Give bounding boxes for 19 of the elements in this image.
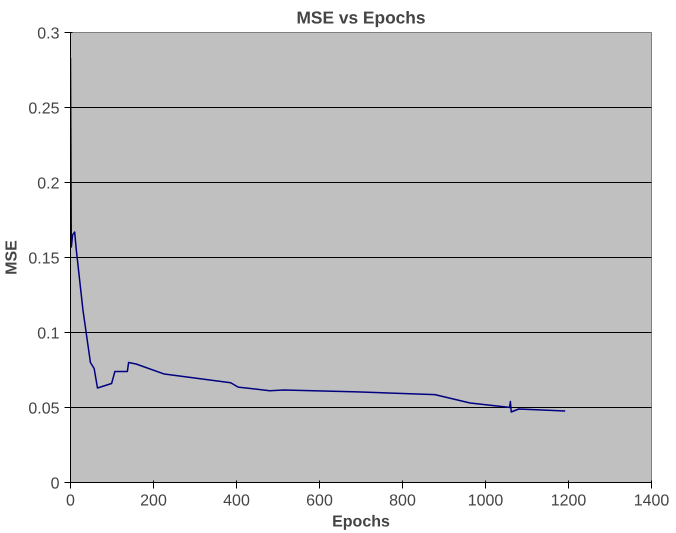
y-tick-label: 0.25: [28, 100, 60, 118]
x-tick-label: 800: [389, 492, 416, 510]
x-tick-label: 200: [140, 492, 167, 510]
x-tick-label: 1200: [550, 492, 586, 510]
line-series: [70, 57, 566, 413]
y-tick-label: 0.05: [28, 400, 60, 418]
y-tick-label: 0.2: [37, 176, 60, 192]
chart-title: MSE vs Epochs: [296, 8, 426, 28]
x-tick-label: 1000: [468, 492, 504, 510]
x-tick-label: 0: [66, 492, 76, 510]
x-tick-label: 400: [223, 492, 250, 510]
y-tick-label: 0.15: [28, 250, 60, 268]
y-tick-label: 0: [50, 476, 60, 492]
y-tick-label: 0.3: [37, 26, 60, 42]
y-tick-label: 0.1: [37, 326, 60, 342]
x-axis-title: Epochs: [332, 514, 390, 530]
y-axis-title: MSE: [3, 240, 20, 275]
x-tick-label: 1400: [634, 492, 670, 510]
x-tick-label: 600: [306, 492, 333, 510]
